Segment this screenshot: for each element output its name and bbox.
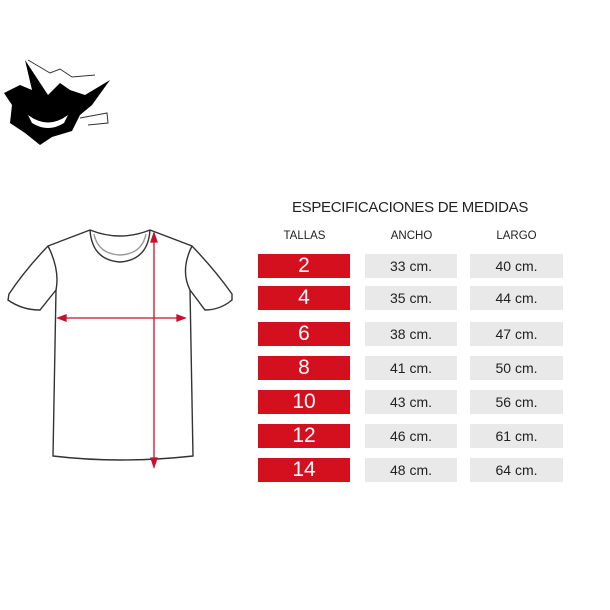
length-cell: 61 cm. bbox=[470, 424, 563, 448]
header-tallas: TALLAS bbox=[283, 230, 326, 242]
width-cell: 35 cm. bbox=[365, 286, 457, 310]
header-ancho: ANCHO bbox=[390, 230, 433, 242]
tshirt-diagram-icon bbox=[7, 229, 233, 470]
width-cell: 33 cm. bbox=[365, 254, 457, 278]
chart-title: ESPECIFICACIONES DE MEDIDAS bbox=[291, 199, 529, 216]
width-cell: 43 cm. bbox=[365, 390, 457, 414]
width-cell: 46 cm. bbox=[365, 424, 457, 448]
size-cell: 12 bbox=[258, 424, 350, 448]
size-cell: 10 bbox=[258, 390, 350, 414]
size-cell: 14 bbox=[258, 458, 350, 482]
header-largo: LARGO bbox=[496, 230, 537, 242]
size-cell: 4 bbox=[258, 286, 350, 310]
ghost-logo-icon bbox=[4, 59, 110, 145]
length-cell: 40 cm. bbox=[470, 254, 563, 278]
length-cell: 44 cm. bbox=[470, 286, 563, 310]
size-cell: 6 bbox=[258, 322, 350, 346]
size-cell: 2 bbox=[258, 254, 350, 278]
length-cell: 64 cm. bbox=[470, 458, 563, 482]
width-cell: 41 cm. bbox=[365, 356, 457, 380]
width-cell: 38 cm. bbox=[365, 322, 457, 346]
width-cell: 48 cm. bbox=[365, 458, 457, 482]
size-cell: 8 bbox=[258, 356, 350, 380]
length-cell: 50 cm. bbox=[470, 356, 563, 380]
length-cell: 47 cm. bbox=[470, 322, 563, 346]
length-cell: 56 cm. bbox=[470, 390, 563, 414]
